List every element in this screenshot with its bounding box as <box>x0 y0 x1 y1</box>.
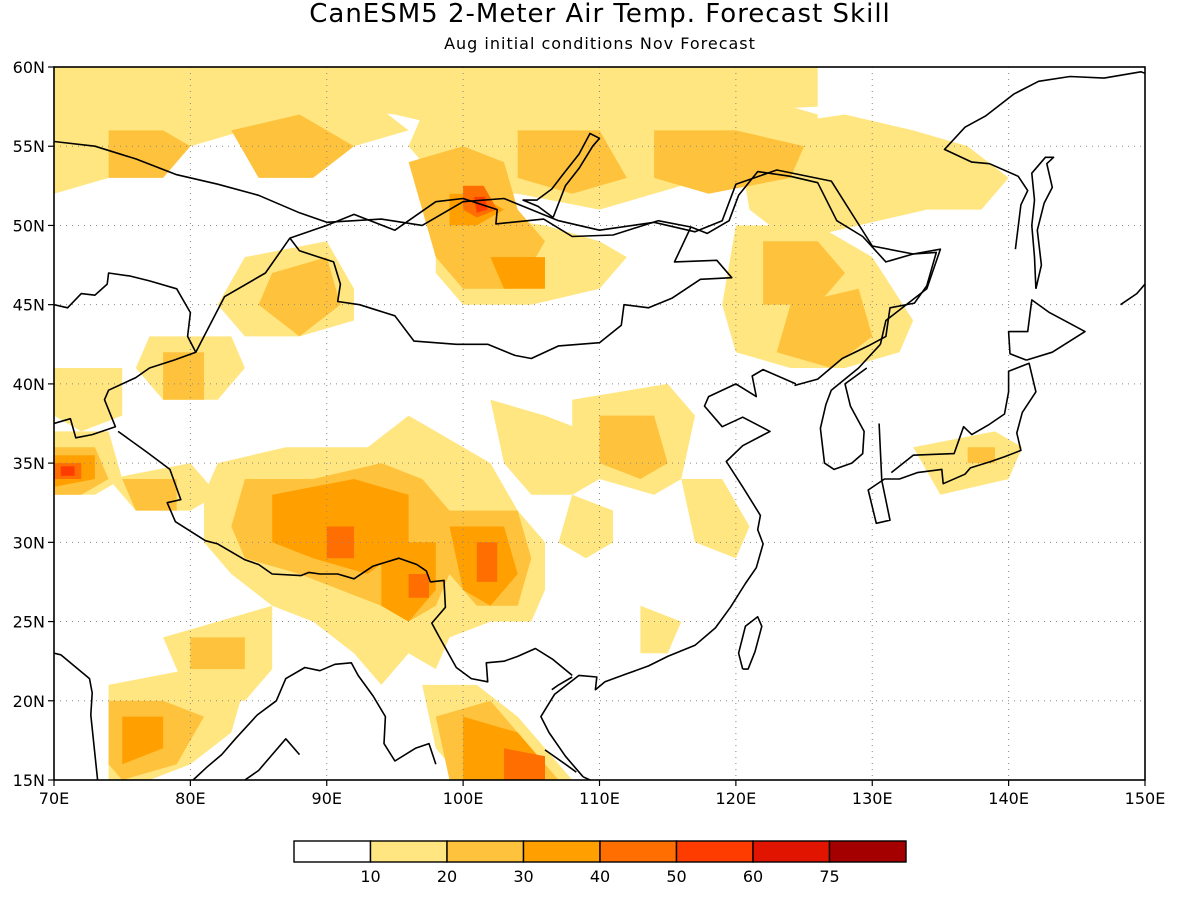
skill-region-level-1 <box>490 399 600 495</box>
legend-swatch <box>446 840 525 863</box>
coastline <box>1007 299 1086 361</box>
coastline <box>54 652 99 780</box>
lon-tick-label: 110E <box>579 789 620 808</box>
legend-label: 30 <box>513 867 533 886</box>
legend-swatch <box>599 840 678 863</box>
coastline <box>582 776 591 780</box>
coastline <box>540 368 797 778</box>
lon-tick-label: 70E <box>39 789 69 808</box>
lat-tick-label: 15N <box>13 771 45 790</box>
coastline <box>195 170 938 387</box>
lat-tick-label: 20N <box>13 692 45 711</box>
coastline <box>1120 283 1145 306</box>
skill-region-level-2 <box>108 130 191 178</box>
lon-tick-label: 120E <box>716 789 757 808</box>
skill-region-level-2 <box>122 479 177 511</box>
coastlines-borders <box>54 71 1145 780</box>
lat-tick-label: 55N <box>13 137 45 156</box>
coastline <box>522 132 601 219</box>
skill-region-level-3 <box>490 257 545 289</box>
coastline <box>244 737 301 780</box>
lat-tick-label: 60N <box>13 58 45 77</box>
skill-region-level-2 <box>967 447 995 464</box>
coastline <box>544 749 577 773</box>
legend-swatch <box>293 840 372 863</box>
skill-region-level-2 <box>763 241 845 305</box>
skill-region-level-3 <box>122 716 164 765</box>
coastline <box>551 676 573 691</box>
skill-region-level-4 <box>504 748 545 780</box>
coastline <box>54 272 197 439</box>
lat-tick-label: 30N <box>13 533 45 552</box>
coastline <box>819 343 881 471</box>
skill-region-level-2 <box>654 130 805 194</box>
skill-region-level-2 <box>599 415 668 479</box>
skill-region-level-3 <box>381 542 436 622</box>
skill-region-level-1 <box>54 368 123 432</box>
skill-region-level-2 <box>258 257 341 337</box>
legend-label: 10 <box>360 867 380 886</box>
skill-region-level-4 <box>326 526 354 559</box>
skill-region-level-2 <box>776 288 873 368</box>
coastline <box>192 661 437 780</box>
lat-tick-label: 40N <box>13 375 45 394</box>
coastline <box>1031 156 1055 289</box>
lon-tick-label: 80E <box>175 789 205 808</box>
lat-tick-label: 25N <box>13 613 45 632</box>
lon-tick-label: 140E <box>988 789 1029 808</box>
lat-tick-label: 45N <box>13 296 45 315</box>
lat-tick-label: 50N <box>13 216 45 235</box>
skill-region-level-2 <box>163 352 204 400</box>
chart-title: CanESM5 2-Meter Air Temp. Forecast Skill <box>309 0 891 29</box>
legend-swatch <box>522 840 601 863</box>
legend-label: 60 <box>743 867 763 886</box>
skill-shading-layer <box>54 67 1023 780</box>
legend-label: 50 <box>666 867 686 886</box>
lon-tick-label: 100E <box>443 789 484 808</box>
lon-tick-label: 90E <box>312 789 342 808</box>
skill-region-level-1 <box>640 605 682 654</box>
coastline <box>117 430 573 683</box>
skill-region-level-1 <box>408 98 818 210</box>
lat-tick-label: 35N <box>13 454 45 473</box>
coastline <box>289 226 733 360</box>
legend-label: 20 <box>437 867 457 886</box>
color-legend: 10 20 30 40 50 60 75 <box>293 840 907 886</box>
skill-region-level-4 <box>408 574 429 598</box>
legend-swatch <box>675 840 754 863</box>
legend-swatch <box>828 840 907 863</box>
grid-lines <box>54 67 1145 780</box>
skill-region-level-1 <box>681 479 750 559</box>
coastline <box>54 140 942 345</box>
legend-swatch <box>369 840 448 863</box>
lon-tick-label: 130E <box>852 789 893 808</box>
legend-label: 75 <box>819 867 839 886</box>
legend-label: 40 <box>590 867 610 886</box>
axis-ticks: 70E 80E 90E 100E 110E 120E 130E 140E 150E 15N 20N 2… <box>13 58 1166 808</box>
skill-region-level-1 <box>558 494 614 559</box>
coastline <box>737 615 763 670</box>
skill-region-level-5 <box>60 466 75 476</box>
skill-region-level-2 <box>190 637 245 670</box>
coastline <box>943 71 1145 250</box>
coastline <box>867 362 1037 525</box>
legend-swatch <box>752 840 831 863</box>
skill-region-level-4 <box>476 542 498 582</box>
skill-region-level-2 <box>231 114 354 178</box>
chart-subtitle: Aug initial conditions Nov Forecast <box>444 34 756 53</box>
lon-tick-label: 150E <box>1125 789 1166 808</box>
